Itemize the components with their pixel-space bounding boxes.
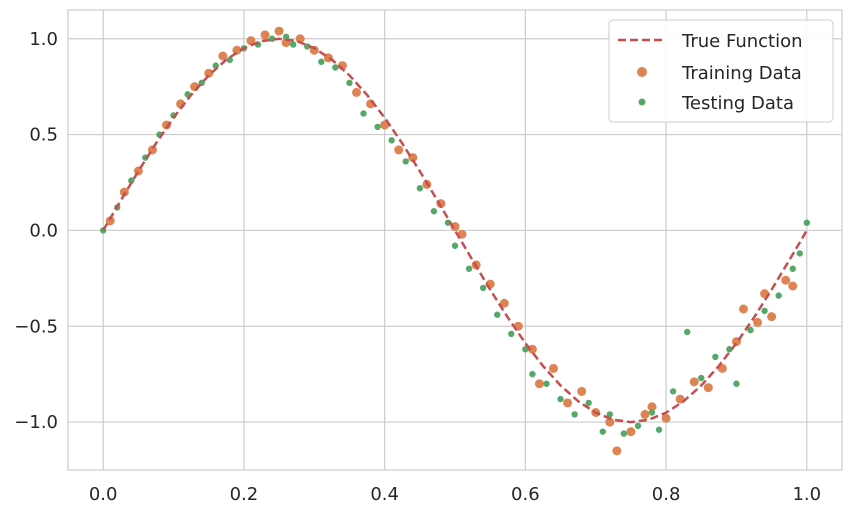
x-tick-label: 0.2: [230, 484, 259, 505]
training-point: [703, 383, 713, 393]
legend: True Function Training Data Testing Data: [608, 19, 834, 123]
testing-point: [508, 330, 515, 338]
x-tick-label: 0.0: [89, 484, 118, 505]
testing-point: [684, 328, 691, 336]
training-point: [767, 312, 777, 322]
testing-point: [360, 110, 367, 117]
training-point: [753, 317, 763, 327]
legend-training-marker: [637, 67, 647, 77]
training-point: [781, 275, 791, 285]
x-tick-labels: 0.0 0.2 0.4 0.6 0.8 1.0: [89, 484, 821, 505]
testing-point: [346, 79, 353, 87]
testing-point: [712, 353, 719, 361]
y-tick-label: 0.5: [29, 125, 58, 146]
testing-point: [634, 422, 642, 430]
testing-point: [747, 326, 754, 334]
x-tick-label: 0.6: [511, 484, 540, 505]
testing-point: [698, 374, 705, 382]
training-point: [626, 427, 636, 437]
training-point: [738, 304, 748, 314]
testing-point: [444, 219, 452, 226]
training-point: [689, 377, 699, 387]
testing-point: [374, 123, 381, 131]
training-point: [204, 68, 214, 78]
training-point: [647, 402, 657, 412]
x-tick-label: 1.0: [792, 484, 821, 505]
training-point: [394, 145, 404, 155]
testing-point: [479, 284, 487, 292]
testing-point: [318, 58, 325, 65]
testing-point: [226, 56, 234, 64]
training-point: [105, 216, 115, 226]
training-point: [527, 344, 537, 354]
testing-point: [522, 346, 529, 353]
testing-point: [796, 250, 803, 257]
testing-point: [529, 370, 536, 378]
testing-point: [416, 185, 424, 192]
testing-point: [789, 265, 796, 272]
training-point: [549, 363, 559, 373]
training-point: [260, 30, 270, 40]
training-point: [232, 45, 242, 55]
series-layer: [99, 26, 811, 456]
y-tick-label: 0.0: [29, 220, 58, 241]
y-tick-label: −0.5: [14, 316, 58, 337]
testing-point: [557, 395, 564, 403]
training-point: [640, 409, 650, 419]
training-point: [218, 51, 228, 61]
testing-point: [289, 41, 297, 48]
testing-point: [451, 242, 459, 249]
y-tick-labels: 1.0 0.5 0.0 −0.5 −1.0: [14, 29, 58, 433]
training-point: [788, 281, 798, 291]
testing-point: [402, 158, 409, 165]
testing-point: [655, 426, 663, 433]
training-point: [612, 446, 622, 456]
x-tick-label: 0.8: [652, 484, 681, 505]
testing-point: [669, 388, 677, 395]
training-point: [577, 386, 587, 396]
testing-point: [585, 399, 592, 407]
training-point: [274, 26, 284, 36]
testing-point: [128, 177, 135, 184]
testing-point: [494, 311, 501, 318]
legend-testing-label: Testing Data: [681, 93, 794, 114]
x-tick-label: 0.4: [370, 484, 399, 505]
testing-point: [332, 64, 339, 71]
training-point: [246, 36, 256, 46]
testing-point: [465, 265, 473, 272]
testing-point: [733, 380, 740, 387]
testing-point: [430, 208, 438, 215]
training-point: [534, 379, 544, 389]
testing-point: [571, 411, 578, 418]
legend-testing-marker: [638, 98, 646, 106]
training-point: [119, 187, 129, 197]
testing-point: [606, 411, 613, 418]
testing-point: [388, 137, 395, 144]
training-point: [563, 398, 573, 408]
testing-point: [775, 292, 782, 299]
testing-point: [268, 35, 276, 42]
training-point: [605, 417, 615, 427]
testing-point: [599, 428, 606, 435]
training-point: [351, 87, 361, 97]
testing-point: [726, 346, 733, 353]
testing-point: [282, 33, 290, 41]
training-point: [499, 298, 509, 308]
y-tick-label: 1.0: [29, 29, 58, 50]
testing-point: [761, 307, 768, 315]
training-point: [661, 413, 671, 423]
y-tick-label: −1.0: [14, 412, 58, 433]
testing-point: [304, 43, 311, 50]
legend-true-function-label: True Function: [681, 31, 803, 52]
testing-point: [648, 409, 656, 416]
testing-point: [620, 430, 628, 437]
legend-training-label: Training Data: [681, 63, 802, 84]
testing-point: [803, 219, 811, 226]
testing-point: [543, 380, 550, 387]
legend-box: [608, 19, 834, 123]
